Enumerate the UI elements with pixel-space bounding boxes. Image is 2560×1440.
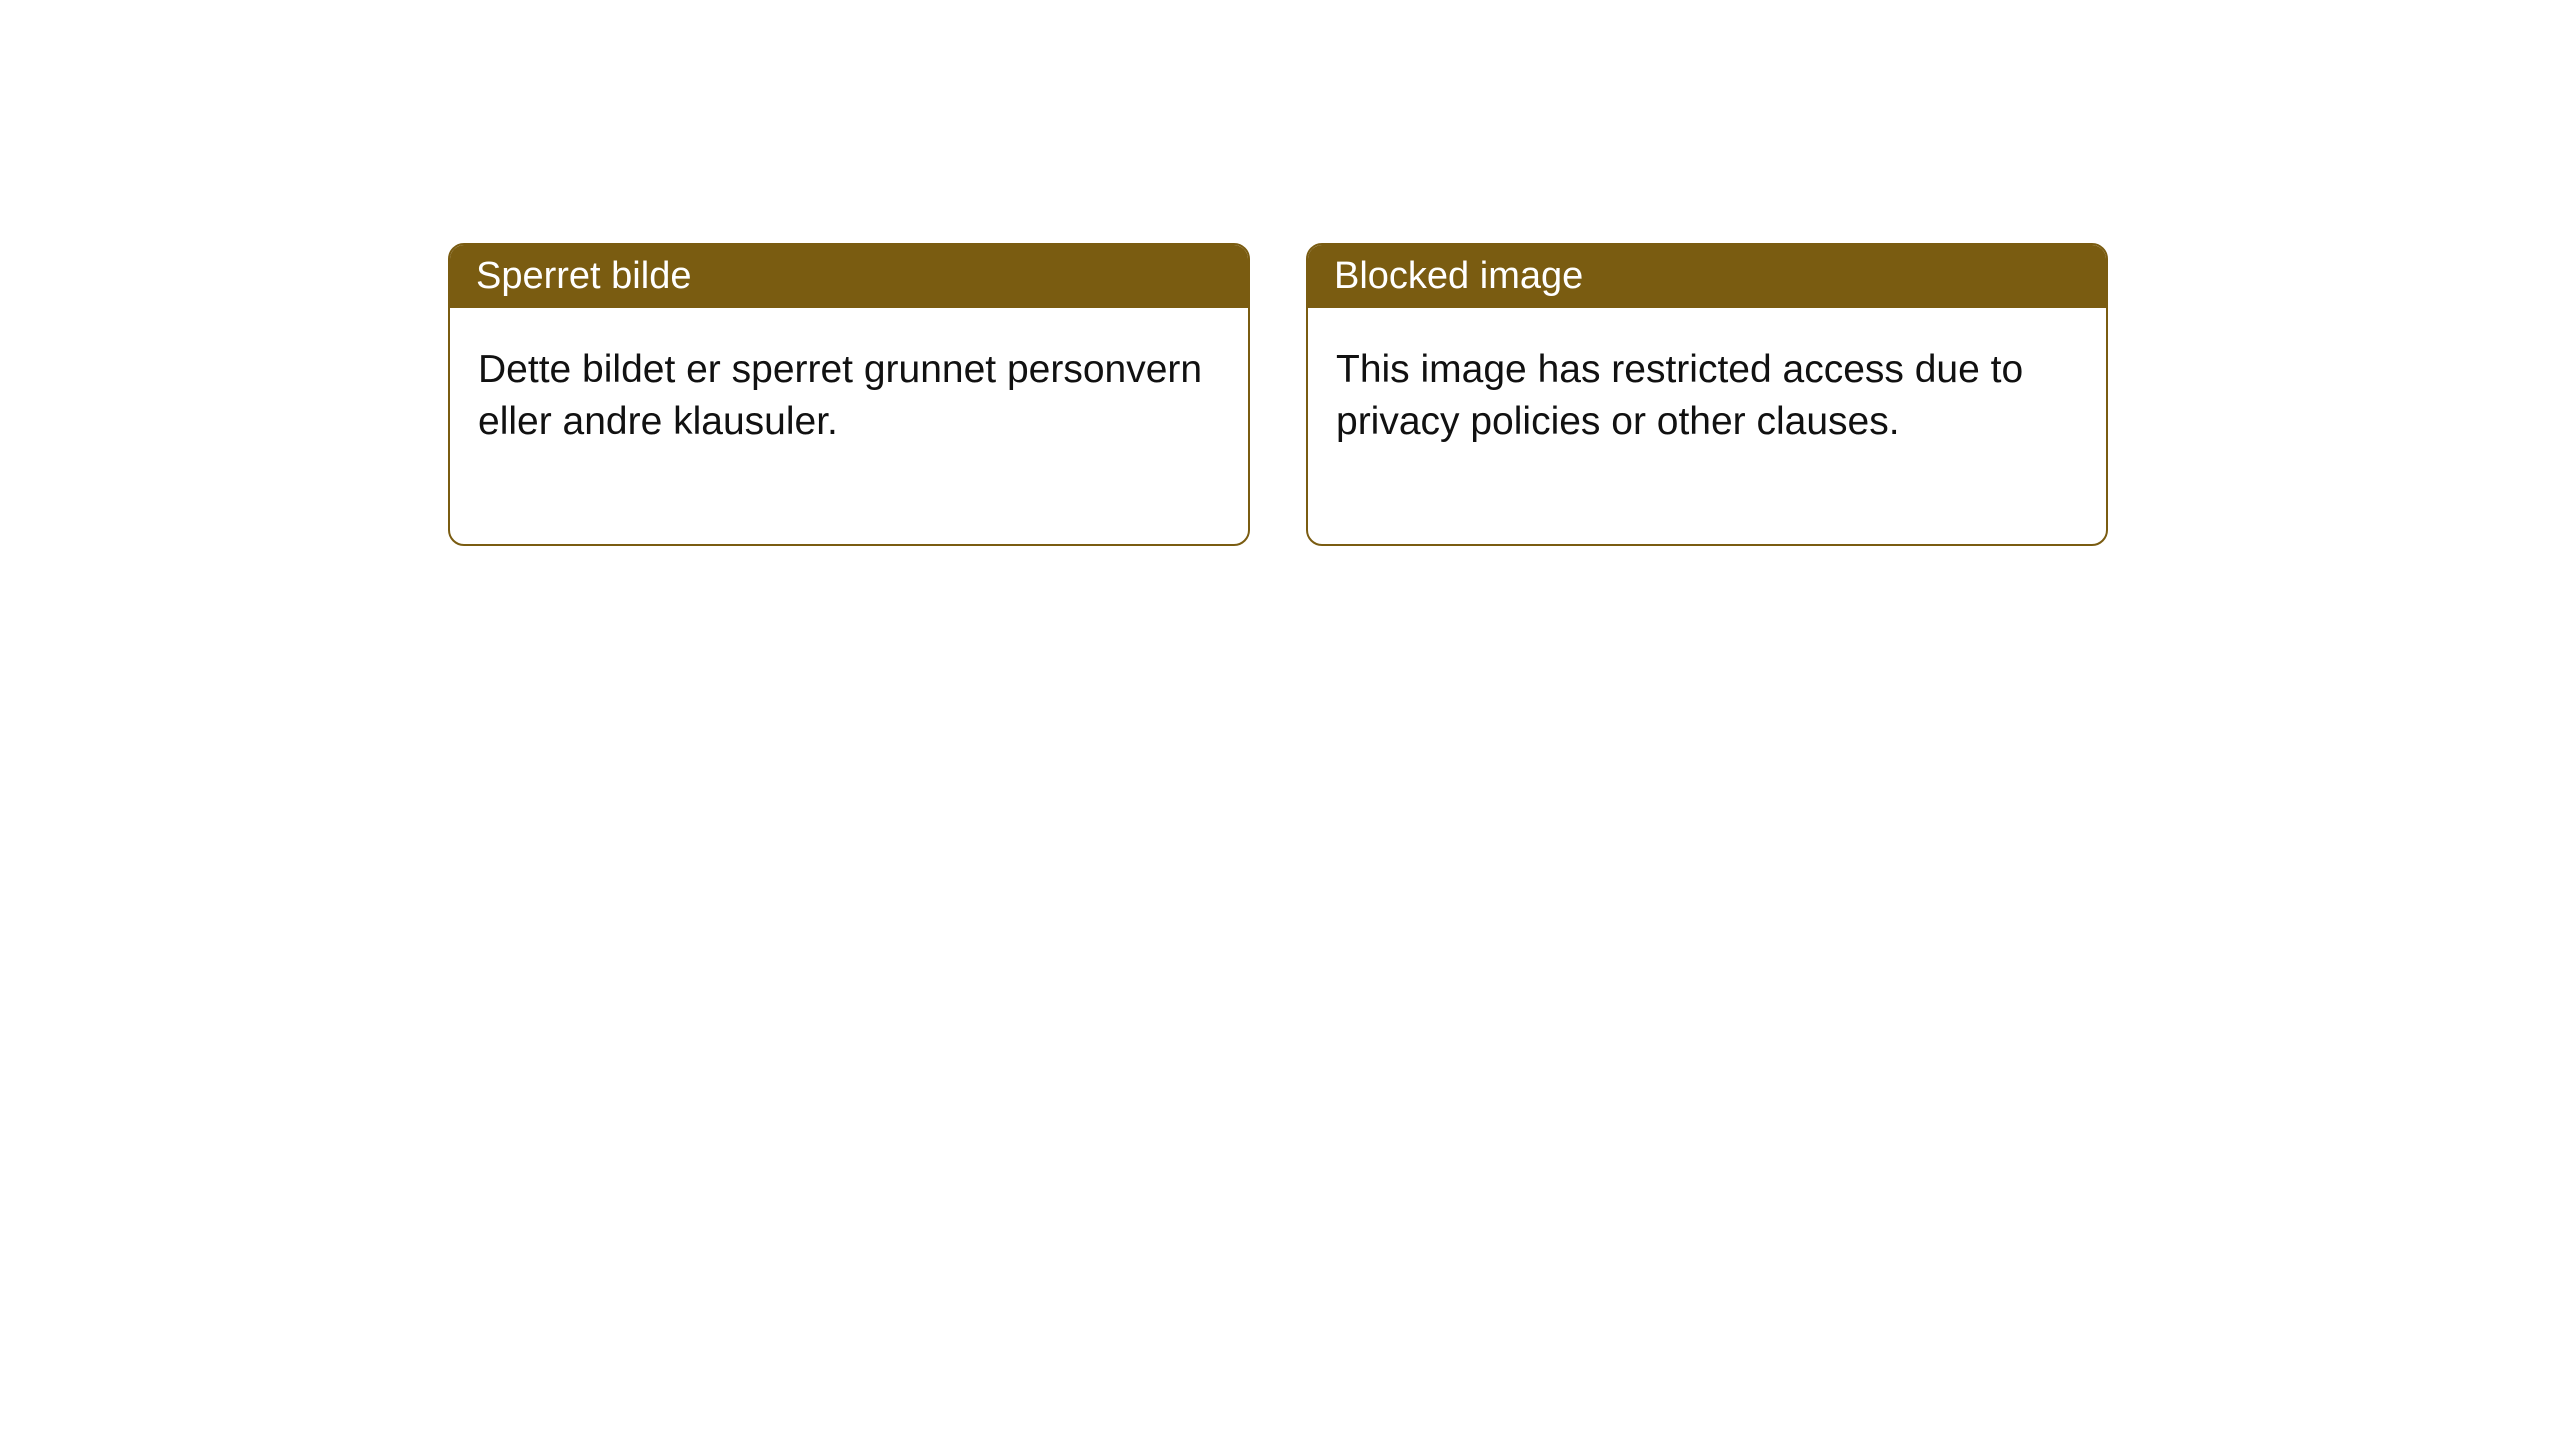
- notice-header-no: Sperret bilde: [450, 245, 1248, 308]
- notice-container: Sperret bilde Dette bildet er sperret gr…: [0, 0, 2560, 546]
- notice-title-en: Blocked image: [1334, 255, 1583, 297]
- notice-body-no: Dette bildet er sperret grunnet personve…: [450, 308, 1248, 544]
- notice-card-en: Blocked image This image has restricted …: [1306, 243, 2108, 546]
- notice-card-no: Sperret bilde Dette bildet er sperret gr…: [448, 243, 1250, 546]
- notice-text-en: This image has restricted access due to …: [1336, 348, 2023, 443]
- notice-header-en: Blocked image: [1308, 245, 2106, 308]
- notice-title-no: Sperret bilde: [476, 255, 691, 297]
- notice-body-en: This image has restricted access due to …: [1308, 308, 2106, 544]
- notice-text-no: Dette bildet er sperret grunnet personve…: [478, 348, 1202, 443]
